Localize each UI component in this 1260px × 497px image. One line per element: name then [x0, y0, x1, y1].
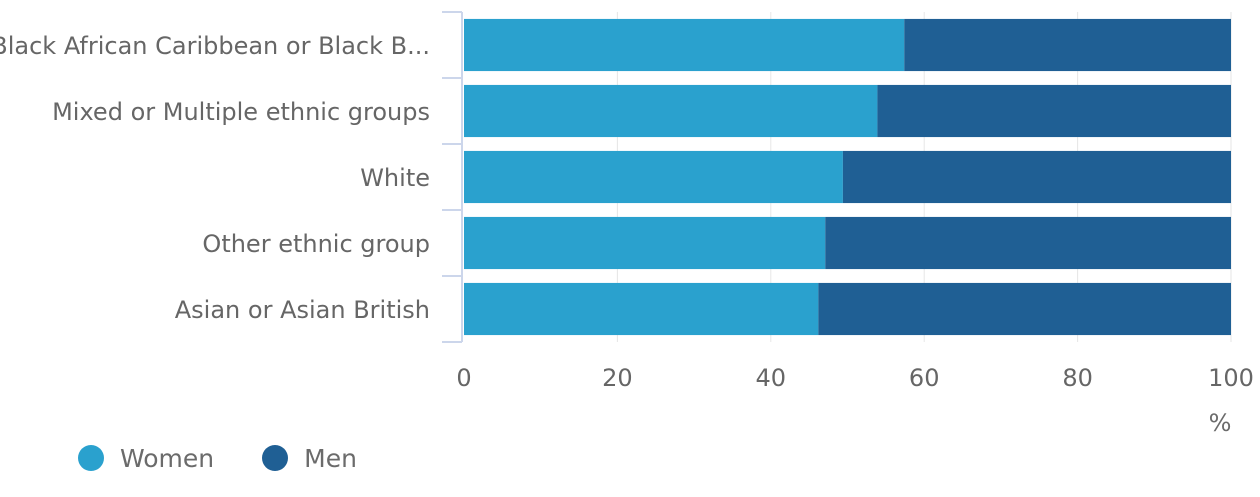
y-axis: Black African Caribbean or Black B... Mix…	[0, 11, 463, 343]
bar-women-4	[464, 282, 819, 336]
y-axis-category-label: Black African Caribbean or Black B...	[0, 32, 430, 60]
x-axis-tick-label: 100	[1208, 364, 1254, 392]
bar-men-2	[842, 150, 1231, 204]
x-axis-tick-label: 80	[1062, 364, 1093, 392]
x-axis-unit-label: %	[1209, 409, 1232, 437]
y-axis-category-label: Other ethnic group	[202, 230, 430, 258]
x-axis-tick-label: 60	[909, 364, 940, 392]
y-axis-category-label: Mixed or Multiple ethnic groups	[52, 98, 430, 126]
bar-women-1	[464, 84, 878, 138]
legend-item-women[interactable]: Women	[78, 444, 214, 473]
bar-women-0	[464, 18, 905, 72]
legend-label: Men	[304, 443, 357, 473]
legend-label: Women	[120, 443, 215, 473]
bar-men-3	[825, 216, 1231, 270]
bar-women-3	[464, 216, 826, 270]
bar-men-1	[877, 84, 1231, 138]
x-axis-tick-label: 0	[456, 364, 471, 392]
legend-swatch-icon	[262, 445, 289, 471]
legend-item-men[interactable]: Men	[262, 444, 357, 473]
x-axis-tick-label: 40	[756, 364, 787, 392]
y-axis-category-label: White	[360, 164, 430, 192]
x-axis-tick-label: 20	[602, 364, 633, 392]
x-axis: 0 20 40 60 80 100	[456, 364, 1254, 392]
legend: Women Men	[78, 438, 405, 478]
legend-swatch-icon	[78, 445, 104, 471]
stacked-bar-chart: Black African Caribbean or Black B... Mix…	[0, 11, 1254, 437]
y-axis-category-label: Asian or Asian British	[175, 296, 430, 324]
bar-men-0	[904, 18, 1231, 72]
bar-men-4	[818, 282, 1231, 336]
bars	[464, 18, 1231, 336]
bar-women-2	[464, 150, 843, 204]
